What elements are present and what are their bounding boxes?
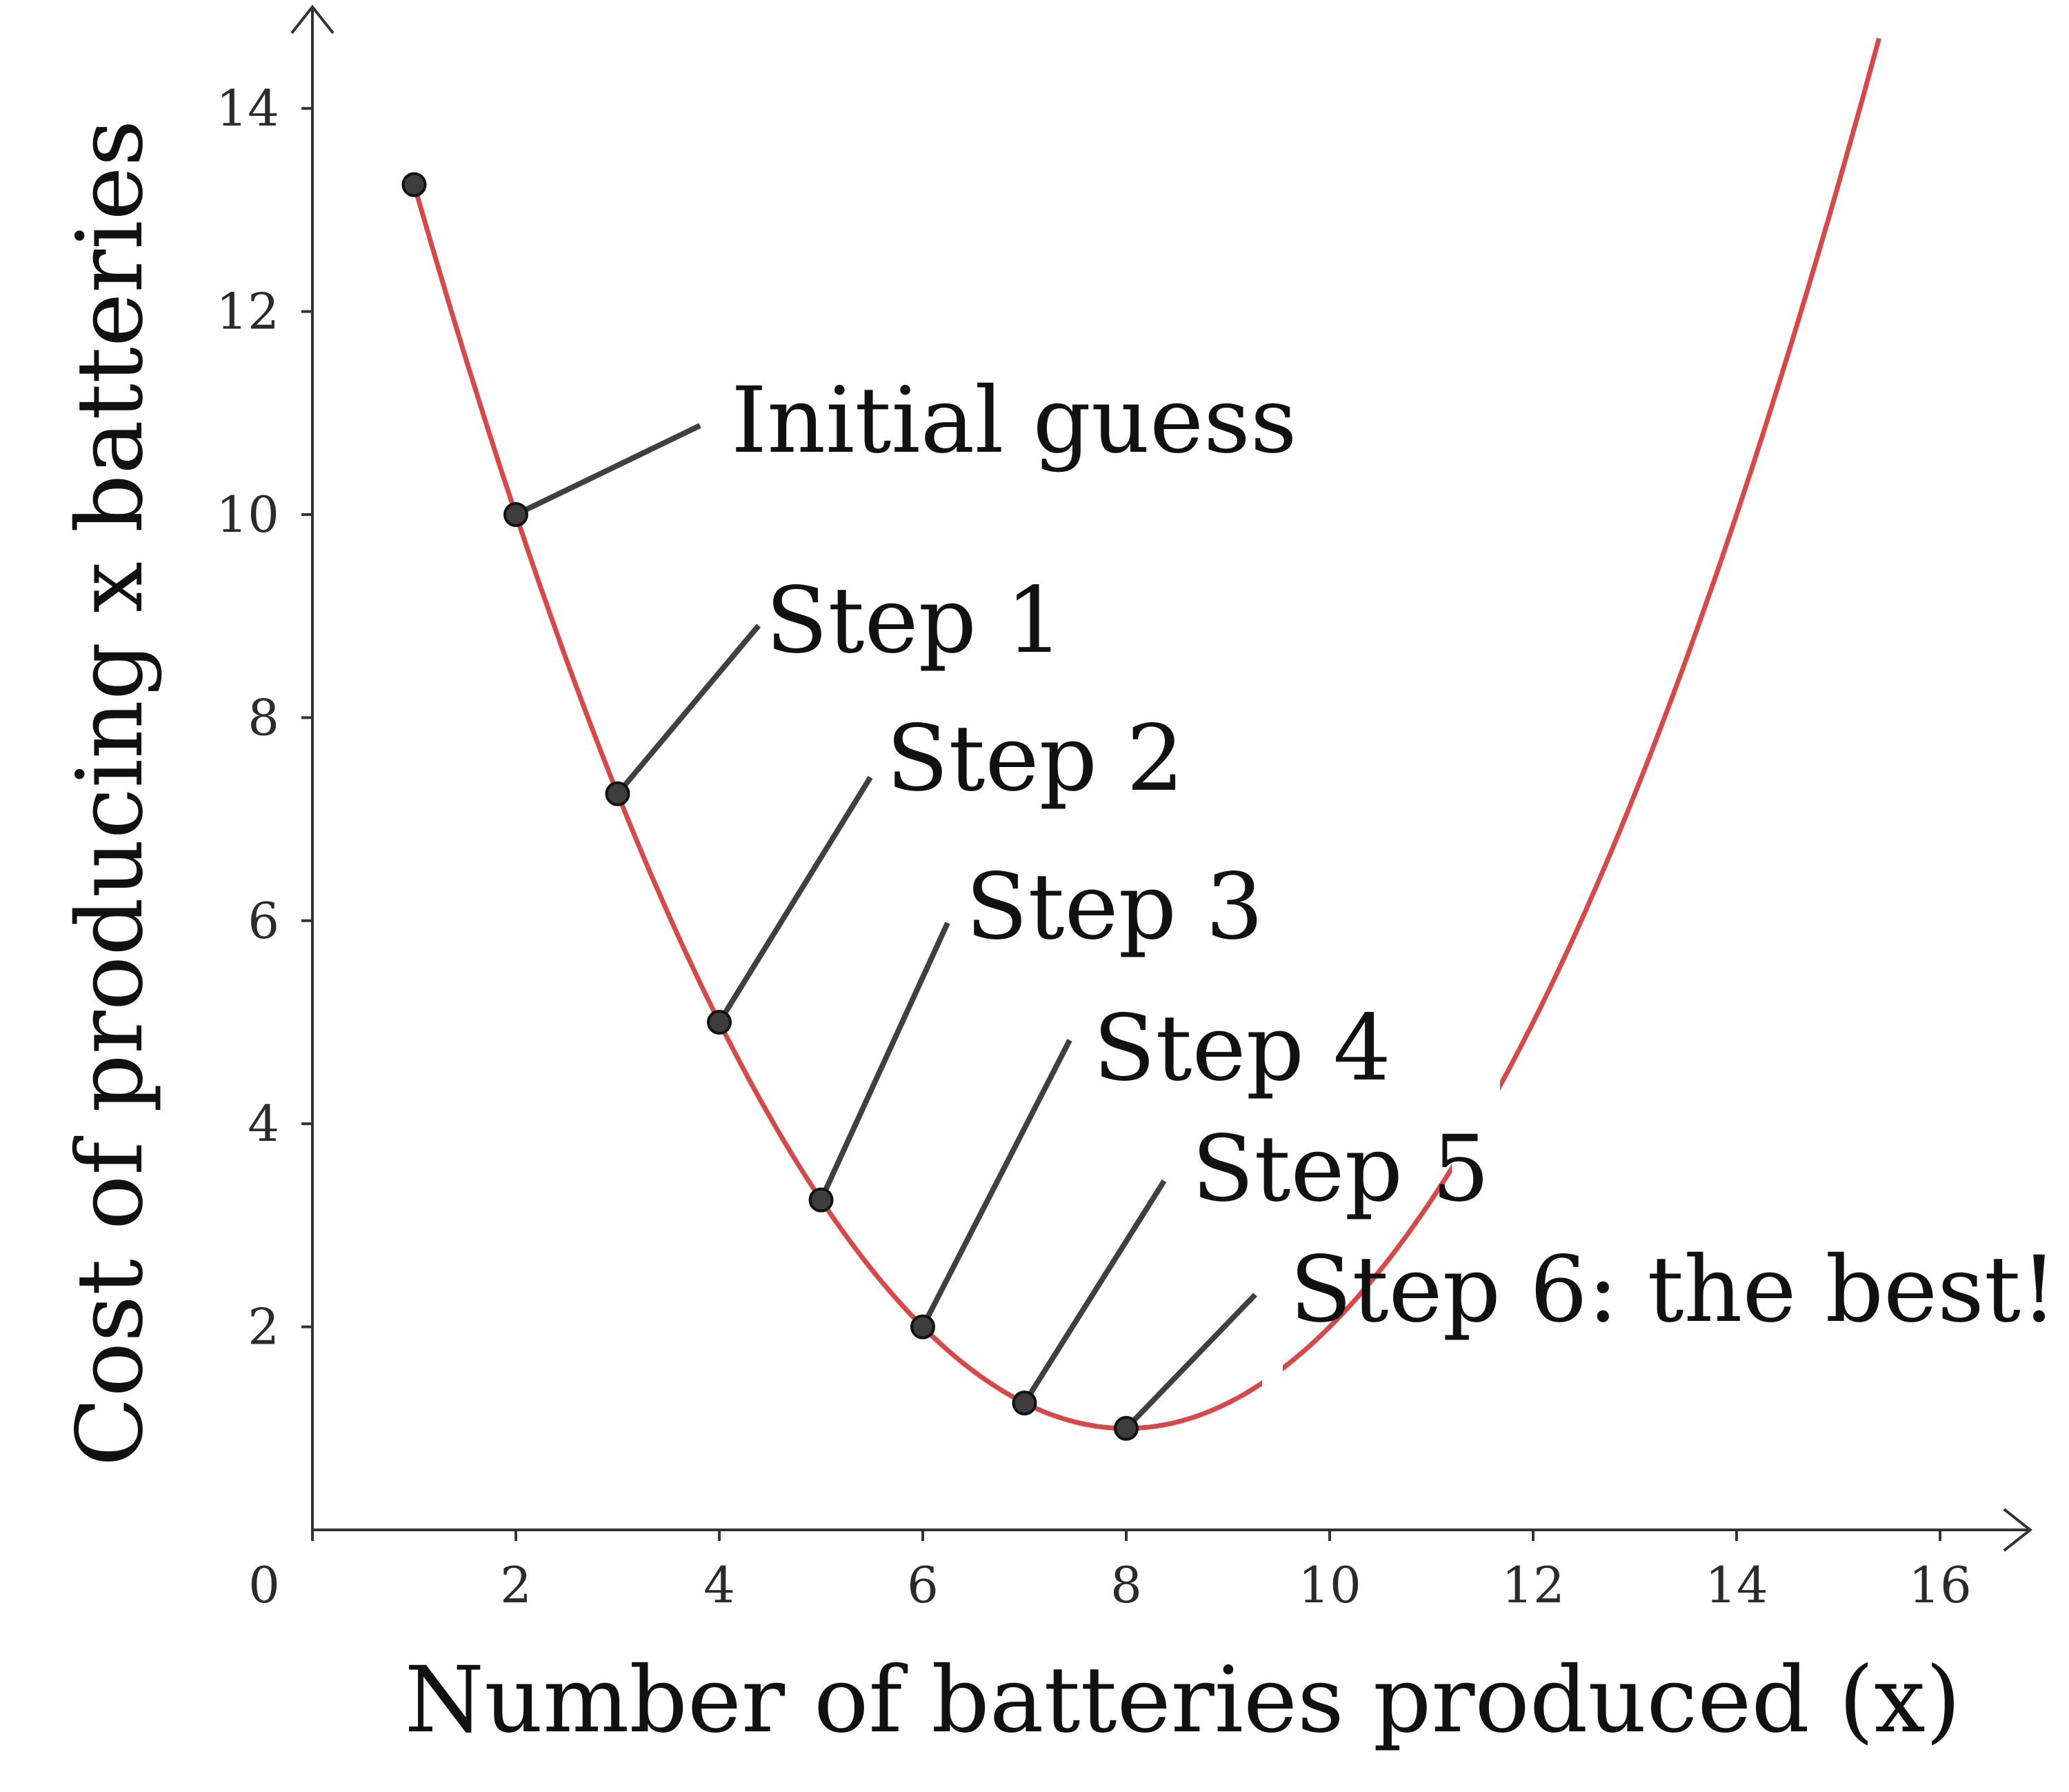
- annotation-label: Step 4: [1093, 995, 1391, 1102]
- data-point: [1012, 1391, 1037, 1415]
- data-point: [401, 172, 427, 197]
- y-tick-label: 8: [248, 688, 279, 746]
- annotation-label: Step 1: [766, 568, 1063, 674]
- y-tick-label: 2: [248, 1298, 279, 1356]
- y-tick-label: 10: [216, 486, 279, 544]
- data-points: [401, 172, 1139, 1441]
- data-point: [605, 781, 630, 806]
- x-tick-label: 4: [703, 1556, 735, 1614]
- annotation-arrow: [622, 624, 761, 788]
- annotation-arrows: [524, 423, 1257, 1423]
- annotation-label: Step 3: [966, 854, 1263, 960]
- y-tick-label: 6: [248, 892, 279, 950]
- label-mask: [1262, 1283, 1283, 1442]
- data-point: [503, 502, 528, 527]
- x-axis-arrow-tip: [2003, 1508, 2032, 1552]
- label-mask: [1452, 1062, 1500, 1290]
- cost-curve: [412, 37, 1881, 1431]
- data-point: [1114, 1415, 1139, 1441]
- annotation-label: Step 6: the best!: [1290, 1237, 2057, 1343]
- annotation-label: Initial guess: [731, 368, 1297, 474]
- data-point: [910, 1314, 935, 1340]
- y-axis-arrow-tip: [290, 4, 334, 34]
- x-tick-label: 2: [500, 1556, 532, 1614]
- data-point: [707, 1010, 732, 1035]
- annotation-arrow: [823, 922, 950, 1191]
- annotation-arrow: [1132, 1293, 1257, 1423]
- annotation-label: Step 2: [886, 706, 1184, 812]
- y-axis-title: Cost of producing x batteries: [57, 120, 163, 1467]
- annotation-arrow: [1028, 1179, 1167, 1395]
- x-tick-label: 0: [248, 1556, 280, 1614]
- x-tick-label: 8: [1110, 1556, 1142, 1614]
- cost-curve-layer: [412, 37, 1881, 1442]
- data-point: [808, 1187, 834, 1213]
- chart-labels: 0 2 4 6 8 10 12 14 16 2 4 6 8 10 12 14 Number of batteri…: [57, 79, 2057, 1753]
- y-tick-label: 4: [248, 1095, 279, 1153]
- y-tick-label: 14: [216, 79, 279, 137]
- x-tick-label: 6: [907, 1556, 939, 1614]
- x-tick-label: 10: [1298, 1556, 1361, 1614]
- y-tick-label: 12: [216, 283, 279, 341]
- annotation-arrow: [524, 423, 701, 512]
- annotation-arrow: [722, 775, 873, 1015]
- x-tick-label: 16: [1908, 1556, 1972, 1614]
- annotation-arrow: [925, 1039, 1072, 1319]
- annotation-label: Step 5: [1192, 1116, 1490, 1222]
- x-axis-title: Number of batteries produced (x): [405, 1647, 1961, 1753]
- x-tick-label: 12: [1501, 1556, 1565, 1614]
- axes: [290, 4, 2032, 1552]
- x-tick-label: 14: [1705, 1556, 1768, 1614]
